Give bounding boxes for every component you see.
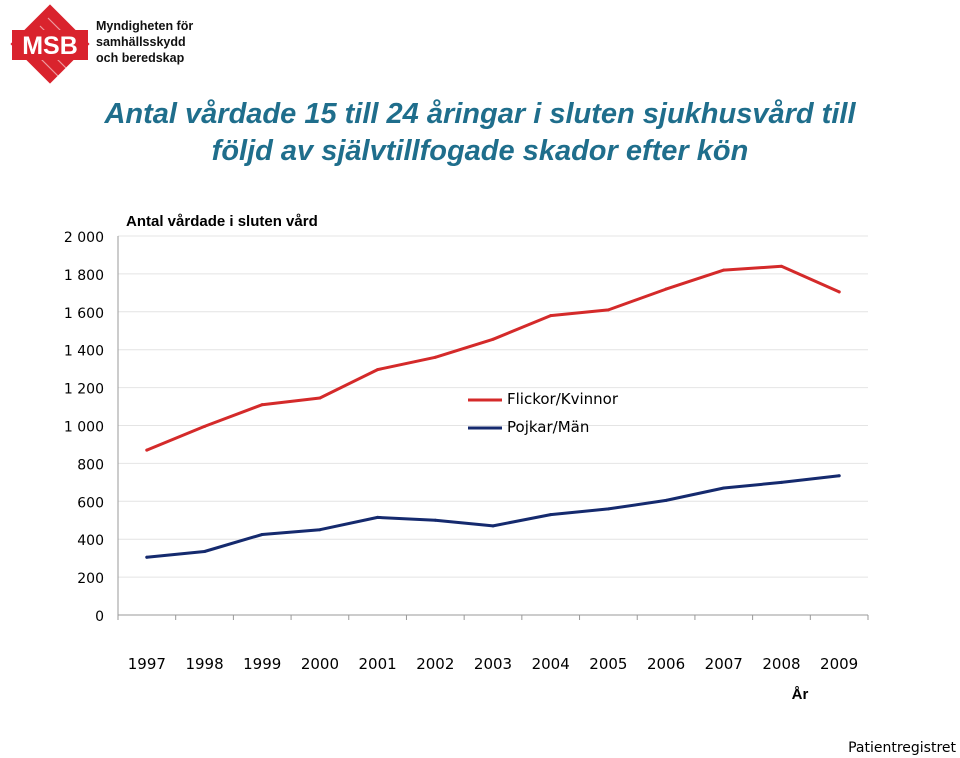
logo-acronym: MSB [22,32,78,60]
data-point [318,528,322,532]
data-point [491,524,495,528]
x-tick-label: 2008 [762,655,800,673]
data-point [433,518,437,522]
series-line-girls [145,264,841,452]
data-point [837,290,841,294]
title-line-2: följd av självtillfogade skador efter kö… [211,135,749,167]
page-title: Antal vårdade 15 till 24 åringar i slute… [0,96,960,170]
msb-logo: MSB [4,2,204,86]
x-tick-label: 2006 [647,655,685,673]
org-line-1: Myndigheten för [96,19,194,33]
chart-title: Antal vårdade i sluten vård [126,213,318,230]
data-point [722,268,726,272]
data-point [203,550,207,554]
data-point [433,355,437,359]
x-tick-label: 2003 [474,655,512,673]
x-tick-label: 2009 [820,655,858,673]
data-point [491,337,495,341]
y-tick-label: 1 000 [64,420,104,436]
series-line-boys [145,474,841,559]
data-point [837,474,841,478]
x-tick-label: 1998 [185,655,223,673]
y-tick-label: 1 400 [64,344,104,360]
organization-name: Myndigheten för samhällsskydd och bereds… [96,18,193,66]
title-line-1: Antal vårdade 15 till 24 åringar i slute… [104,98,856,130]
data-point [318,396,322,400]
y-tick-label: 1 600 [64,306,104,322]
y-tick-label: 800 [77,457,104,473]
legend-label: Flickor/Kvinnor [507,390,619,408]
x-tick-label: 2001 [359,655,397,673]
data-point [376,368,380,372]
data-point [260,403,264,407]
x-tick-label: 1997 [128,655,166,673]
data-point [722,486,726,490]
data-point [145,448,149,452]
data-point [606,507,610,511]
x-tick-label: 1999 [243,655,281,673]
org-line-3: och beredskap [96,51,185,65]
data-point [606,308,610,312]
data-point [779,264,783,268]
y-tick-label: 1 200 [64,382,104,398]
source-label: Patientregistret [848,740,956,756]
data-point [376,515,380,519]
y-tick-label: 1 800 [64,268,104,284]
y-tick-label: 400 [77,533,104,549]
y-tick-label: 200 [77,571,104,587]
data-point [664,498,668,502]
x-tick-label: 2007 [705,655,743,673]
x-axis-label: År [792,686,809,703]
y-tick-label: 600 [77,495,104,511]
x-tick-label: 2000 [301,655,339,673]
legend-label: Pojkar/Män [507,418,589,436]
x-tick-label: 2005 [589,655,627,673]
y-tick-label: 0 [95,609,104,625]
msb-logo-mark: MSB [10,4,91,85]
x-tick-label: 2004 [532,655,570,673]
y-tick-label: 2 000 [64,230,104,246]
data-point [203,424,207,428]
x-tick-label: 2002 [416,655,454,673]
data-point [664,287,668,291]
data-point [260,532,264,536]
data-point [549,314,553,318]
data-point [779,480,783,484]
data-point [145,555,149,559]
org-line-2: samhällsskydd [96,35,186,49]
data-point [549,513,553,517]
